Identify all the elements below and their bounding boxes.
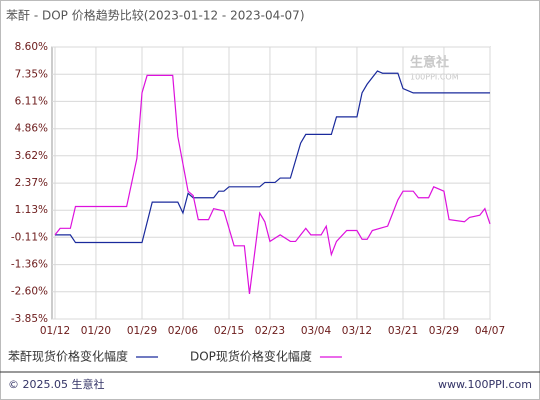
x-tick-label: 03/12 [342,325,372,337]
legend-label: DOP现货价格变化幅度 [190,349,312,364]
series-line [55,70,490,244]
x-tick-label: 03/04 [301,325,332,337]
y-tick-label: -2.60% [11,286,48,298]
legend-label: 苯酐现货价格变化幅度 [8,349,128,364]
y-tick-label: 4.86% [15,123,48,135]
y-tick-label: 8.60% [15,41,48,53]
y-tick-label: -3.85% [11,313,48,325]
series-line [54,74,491,294]
x-tick-label: 01/29 [127,325,157,337]
x-tick-label: 03/29 [429,325,459,337]
y-tick-label: -0.11% [11,231,48,243]
x-tick-label: 02/15 [214,325,244,337]
x-tick-label: 01/20 [81,325,111,337]
footer-right: www.100PPI.com [438,378,532,391]
watermark-url: 100PPI.COM [410,73,459,82]
x-tick-label: 04/07 [475,325,505,337]
y-tick-label: 3.62% [15,150,48,162]
y-tick-label: 7.35% [15,68,48,80]
x-tick-label: 02/06 [168,325,199,337]
footer-left: © 2025.05 生意社 [8,377,104,391]
watermark-name: 生意社 [410,55,449,71]
x-tick-label: 03/21 [388,325,418,337]
y-tick-label: -1.36% [11,259,48,271]
chart-title: 苯酐 - DOP 价格趋势比较(2023-01-12 - 2023-04-07) [6,8,305,23]
y-tick-label: 2.37% [15,177,48,189]
y-tick-label: 1.13% [15,204,48,216]
y-tick-label: 6.11% [15,95,48,107]
x-tick-label: 01/12 [40,325,70,337]
x-tick-label: 02/23 [255,325,285,337]
